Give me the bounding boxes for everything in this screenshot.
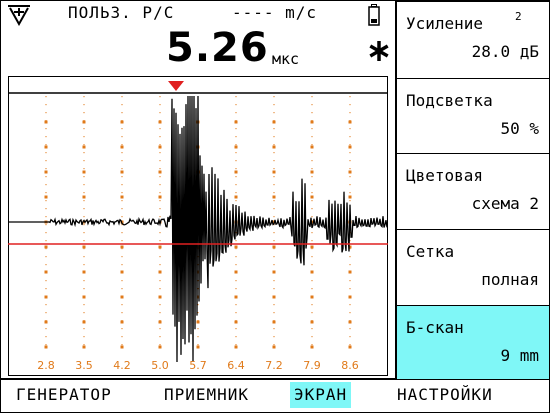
- horizontal-divider: [0, 378, 550, 380]
- menu-item-superscript: 2: [515, 10, 522, 23]
- settings-menu: Усиление 2 28.0 дБ Подсветка 50 % Цветовая схе…: [396, 0, 550, 380]
- menu-item-value: 9 mm: [500, 346, 539, 365]
- velocity-readout: ---- m/c: [232, 3, 318, 22]
- menu-item-label: Усиление: [406, 14, 484, 33]
- x-tick-label: 3.5: [75, 359, 93, 372]
- x-axis-ticks: 2.8 3.5 4.2 5.0 5.7 6.4 7.2 7.9 8.6: [37, 359, 359, 372]
- status-header: ПОЛЬЗ. Р/С ---- m/c 5.26 мкс: [0, 0, 396, 76]
- menu-item-value: 28.0 дБ: [471, 42, 539, 61]
- menu-item-4[interactable]: Б-скан 9 mm: [396, 305, 550, 380]
- x-tick-label: 2.8: [37, 359, 55, 372]
- x-tick-label: 5.7: [189, 359, 207, 372]
- x-tick-label: 4.2: [113, 359, 131, 372]
- asterisk-icon: [369, 41, 389, 61]
- tab-3[interactable]: НАСТРОЙКИ: [397, 385, 493, 404]
- x-tick-label: 7.9: [303, 359, 321, 372]
- menu-item-3[interactable]: Сетка полная: [396, 229, 550, 306]
- menu-item-value: схема 2: [471, 194, 539, 213]
- menu-item-2[interactable]: Цветовая схема 2: [396, 153, 550, 230]
- menu-item-label: Цветовая: [406, 166, 484, 185]
- menu-item-label: Сетка: [406, 242, 455, 261]
- transducer-logo-icon: [8, 5, 30, 26]
- battery-icon: [368, 4, 380, 26]
- x-tick-label: 6.4: [227, 359, 245, 372]
- tab-1[interactable]: ПРИЕМНИК: [164, 385, 250, 404]
- measurement-unit: мкс: [272, 50, 300, 68]
- tab-0[interactable]: ГЕНЕРАТОР: [16, 385, 112, 404]
- x-tick-label: 5.0: [151, 359, 169, 372]
- a-scan-plot[interactable]: 2.8 3.5 4.2 5.0 5.7 6.4 7.2 7.9 8.6: [8, 76, 388, 376]
- menu-item-value: полная: [481, 270, 539, 289]
- mode-label: ПОЛЬЗ. Р/С: [68, 3, 175, 22]
- menu-item-0[interactable]: Усиление 2 28.0 дБ: [396, 1, 550, 79]
- menu-item-label: Б-скан: [406, 318, 464, 337]
- tab-2[interactable]: ЭКРАН: [290, 382, 352, 408]
- menu-item-label: Подсветка: [406, 91, 493, 110]
- x-tick-label: 8.6: [341, 359, 359, 372]
- menu-item-value: 50 %: [500, 119, 539, 138]
- measurement-value: 5.26: [166, 25, 269, 71]
- bottom-tab-bar: ГЕНЕРАТОР ПРИЕМНИК ЭКРАН НАСТРОЙКИ: [0, 380, 550, 412]
- waveform-trace: [8, 95, 388, 363]
- menu-item-1[interactable]: Подсветка 50 %: [396, 78, 550, 154]
- x-tick-label: 7.2: [265, 359, 283, 372]
- cursor-marker-icon[interactable]: [168, 81, 184, 91]
